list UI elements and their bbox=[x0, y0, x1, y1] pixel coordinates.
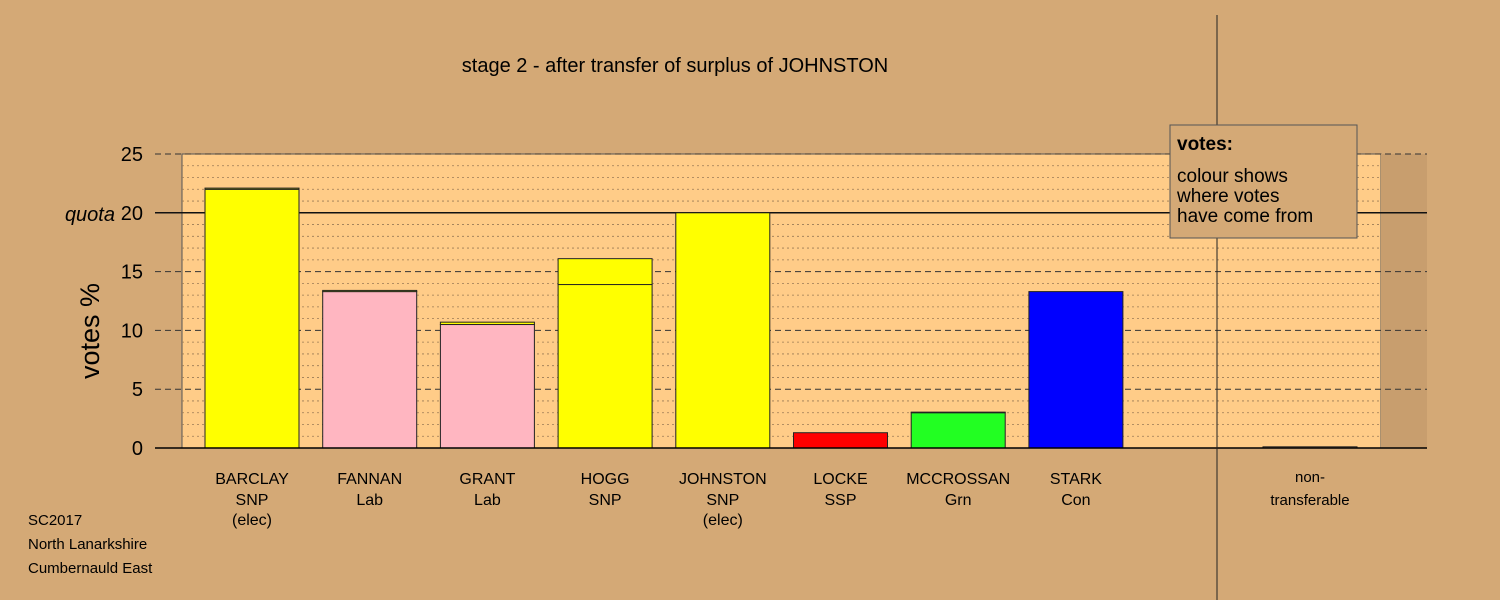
bar-segment bbox=[910, 411, 1006, 414]
y-tick-label: 15 bbox=[121, 262, 143, 284]
bar-segment bbox=[439, 321, 535, 326]
right-margin-shade bbox=[1381, 154, 1427, 448]
y-tick-labels: 0 5 10 15 20 25 bbox=[121, 144, 143, 460]
bar-segment bbox=[557, 258, 653, 286]
candidate-name-label: JOHNSTON bbox=[679, 471, 767, 488]
bar-segment bbox=[910, 412, 1006, 449]
footer-line-3: Cumbernauld East bbox=[28, 560, 153, 577]
legend-line-2: where votes bbox=[1176, 186, 1279, 207]
footer-info: SC2017 North Lanarkshire Cumbernauld Eas… bbox=[28, 512, 153, 577]
bars-group bbox=[204, 187, 1358, 449]
bar-segment bbox=[675, 212, 771, 449]
candidate-name-label: STARK bbox=[1050, 471, 1102, 488]
y-tick-label: 10 bbox=[121, 320, 143, 342]
x-tick-labels: BARCLAY SNP (elec) FANNAN Lab GRANT Lab HOGG SNP… bbox=[215, 469, 1349, 529]
candidate-name-label: HOGG bbox=[581, 471, 630, 488]
bar-segment bbox=[204, 188, 300, 449]
footer-line-1: SC2017 bbox=[28, 512, 82, 529]
legend-title: votes: bbox=[1177, 134, 1233, 155]
candidate-name-label: FANNAN bbox=[337, 471, 402, 488]
legend-box bbox=[1169, 124, 1358, 239]
candidate-party-label: Con bbox=[1061, 492, 1090, 509]
candidate-party-label: SNP bbox=[706, 492, 739, 509]
candidate-name-label: BARCLAY bbox=[215, 471, 289, 488]
legend: votes: colour shows where votes have com… bbox=[1169, 124, 1358, 239]
candidate-elected-label: (elec) bbox=[703, 512, 743, 529]
legend-line-3: have come from bbox=[1177, 206, 1313, 227]
bar-segment bbox=[439, 324, 535, 449]
chart-title: stage 2 - after transfer of surplus of J… bbox=[462, 55, 888, 77]
y-axis-label: votes % bbox=[75, 283, 105, 379]
bar-segment bbox=[322, 291, 418, 449]
y-tick-label: 0 bbox=[132, 438, 143, 460]
bar-segment bbox=[204, 187, 300, 190]
bar-segment bbox=[557, 284, 653, 449]
legend-line-1: colour shows bbox=[1177, 166, 1288, 187]
candidate-party-label: Grn bbox=[945, 492, 972, 509]
y-tick-label: 25 bbox=[121, 144, 143, 166]
candidate-name-label: LOCKE bbox=[813, 471, 867, 488]
quota-label: quota bbox=[65, 204, 115, 226]
candidate-party-label: SNP bbox=[589, 492, 622, 509]
y-tick-label: 5 bbox=[132, 379, 143, 401]
candidate-party-label: Lab bbox=[474, 492, 501, 509]
candidate-party-label: SNP bbox=[236, 492, 269, 509]
y-tick-label: 20 bbox=[121, 203, 143, 225]
candidate-name-label: GRANT bbox=[459, 471, 515, 488]
bar-segment bbox=[793, 432, 888, 449]
candidate-party-label: Lab bbox=[356, 492, 383, 509]
nontransferable-label-2: transferable bbox=[1270, 492, 1349, 509]
candidate-party-label: SSP bbox=[824, 492, 856, 509]
footer-line-2: North Lanarkshire bbox=[28, 536, 147, 553]
candidate-elected-label: (elec) bbox=[232, 512, 272, 529]
nontransferable-label-1: non- bbox=[1295, 469, 1325, 486]
axes-group bbox=[155, 15, 1427, 600]
candidate-name-label: MCCROSSAN bbox=[906, 471, 1010, 488]
bar-segment bbox=[322, 289, 418, 293]
bar-segment bbox=[1028, 291, 1124, 449]
